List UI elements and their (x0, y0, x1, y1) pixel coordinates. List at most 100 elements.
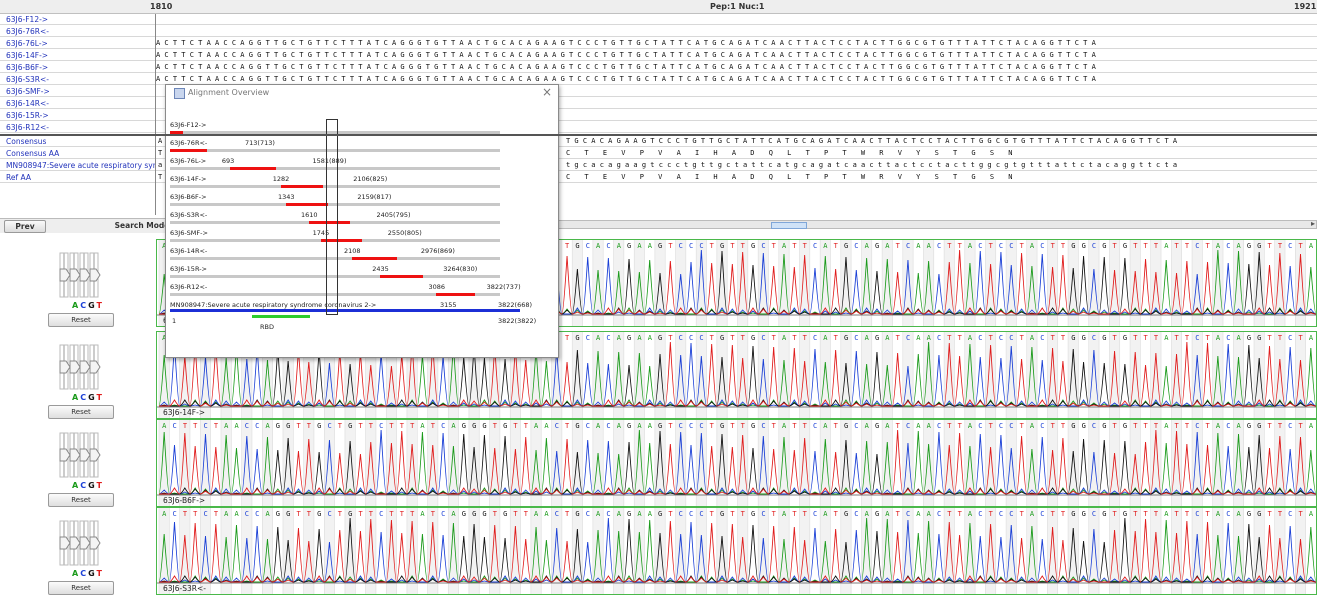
base-call: T (565, 510, 570, 518)
channel-sliders[interactable] (58, 431, 102, 479)
base-call: A (916, 334, 921, 342)
base-call: G (1122, 242, 1128, 250)
base-call: C (1091, 510, 1097, 518)
close-icon[interactable]: × (541, 85, 552, 99)
base-call: C (1091, 422, 1097, 430)
base-call: T (399, 422, 404, 430)
base-call: C (1040, 422, 1045, 430)
base-call: T (1298, 510, 1303, 518)
base-call: G (720, 334, 725, 342)
base-call: C (678, 334, 683, 342)
scrollbar-thumb[interactable] (771, 222, 807, 229)
sequence-name-item[interactable]: 63J6-14F-> (0, 50, 155, 61)
base-call: A (637, 510, 642, 518)
sequence-name-item[interactable]: 63J6-R12<- (0, 122, 155, 133)
base-call: T (1153, 242, 1159, 250)
channel-sliders[interactable] (58, 343, 102, 391)
base-call: C (1226, 422, 1231, 430)
base-call: G (874, 422, 880, 430)
base-call: T (368, 510, 373, 518)
base-call: A (534, 510, 539, 518)
prev-button[interactable]: Prev (4, 220, 46, 233)
base-call: T (988, 422, 993, 430)
base-call: T (1019, 334, 1024, 342)
horizontal-scrollbar[interactable]: ▸ (540, 219, 1317, 229)
dialog-titlebar[interactable]: Alignment Overview × (166, 85, 558, 101)
base-call: T (410, 510, 415, 518)
base-call: T (771, 510, 776, 518)
reset-button[interactable]: Reset (48, 405, 114, 419)
base-call: T (389, 510, 394, 518)
base-call: C (554, 422, 559, 430)
base-call: G (750, 242, 756, 250)
base-call: A (781, 510, 787, 518)
base-call: T (1143, 242, 1148, 250)
base-call: G (482, 422, 487, 430)
sequence-name-item[interactable]: 63J6-14R<- (0, 98, 155, 109)
overview-read-track (170, 131, 500, 134)
base-call: G (503, 422, 508, 430)
trace-name-label: 63J6-14F-> (163, 408, 206, 417)
overview-reference-bar (170, 309, 520, 312)
base-call: T (1112, 422, 1117, 430)
base-call: C (441, 422, 446, 430)
channel-sliders[interactable] (58, 251, 102, 299)
row-lead-char: a (158, 161, 163, 169)
overview-reference-name: MN908947:Severe acute respiratory syndro… (170, 301, 377, 309)
base-call: T (1050, 334, 1055, 342)
base-call: G (843, 510, 849, 518)
base-call: T (430, 510, 435, 518)
sequence-name-item[interactable]: 63J6-15R-> (0, 110, 155, 121)
sequence-name-item[interactable]: 63J6-76L-> (0, 38, 155, 49)
base-call: T (792, 510, 797, 518)
base-call: C (812, 510, 818, 518)
overview-viewport-window[interactable] (326, 119, 338, 315)
overview-read-start: 1343 (277, 193, 295, 201)
base-call: G (627, 334, 632, 342)
base-call: T (833, 242, 838, 250)
base-call: C (678, 510, 683, 518)
sequence-name-item[interactable]: 63J6-F12-> (0, 14, 155, 25)
sequence-name-item[interactable]: 63J6-76R<- (0, 26, 155, 37)
overview-reference-start: 3155 (440, 301, 457, 309)
overview-read-start: 3086 (428, 283, 445, 291)
base-call: T (1143, 334, 1148, 342)
overview-read-end: 2106(825) (353, 175, 388, 183)
sequence-name-item[interactable]: 63J6-SMF-> (0, 86, 155, 97)
reset-button[interactable]: Reset (48, 493, 114, 507)
base-c-label: C (80, 393, 89, 402)
reset-button[interactable]: Reset (48, 313, 114, 327)
base-call: T (957, 510, 962, 518)
base-call: C (905, 242, 911, 250)
base-call: T (523, 422, 528, 430)
base-call: G (627, 422, 632, 430)
base-call: G (1257, 422, 1262, 430)
base-call: A (781, 422, 787, 430)
base-call: G (461, 510, 466, 518)
base-call: T (668, 242, 673, 250)
base-call: C (905, 334, 911, 342)
search-mode-button[interactable]: Search Mode (114, 221, 170, 230)
base-call: T (1205, 334, 1210, 342)
base-call: G (575, 510, 580, 518)
base-call: G (843, 422, 849, 430)
sequence-name-item[interactable]: 63J6-B6F-> (0, 62, 155, 73)
channel-sliders[interactable] (58, 519, 102, 567)
base-call: T (771, 334, 776, 342)
base-call: A (234, 510, 239, 518)
base-call: T (1050, 242, 1055, 250)
base-call: T (947, 510, 952, 518)
base-call: T (1133, 242, 1138, 250)
sequence-name-item[interactable]: 63J6-S3R<- (0, 74, 155, 85)
base-call: A (647, 510, 652, 518)
base-call: T (833, 510, 838, 518)
sequence-row: A C T T C T A A C C A G G T T G C T G T … (156, 38, 1317, 49)
base-call: G (720, 510, 725, 518)
scroll-right-icon[interactable]: ▸ (1310, 219, 1315, 228)
base-call: C (854, 334, 859, 342)
base-call: C (1009, 510, 1014, 518)
overview-read-track (170, 167, 500, 170)
base-call: T (1174, 510, 1179, 518)
base-call: T (513, 510, 518, 518)
